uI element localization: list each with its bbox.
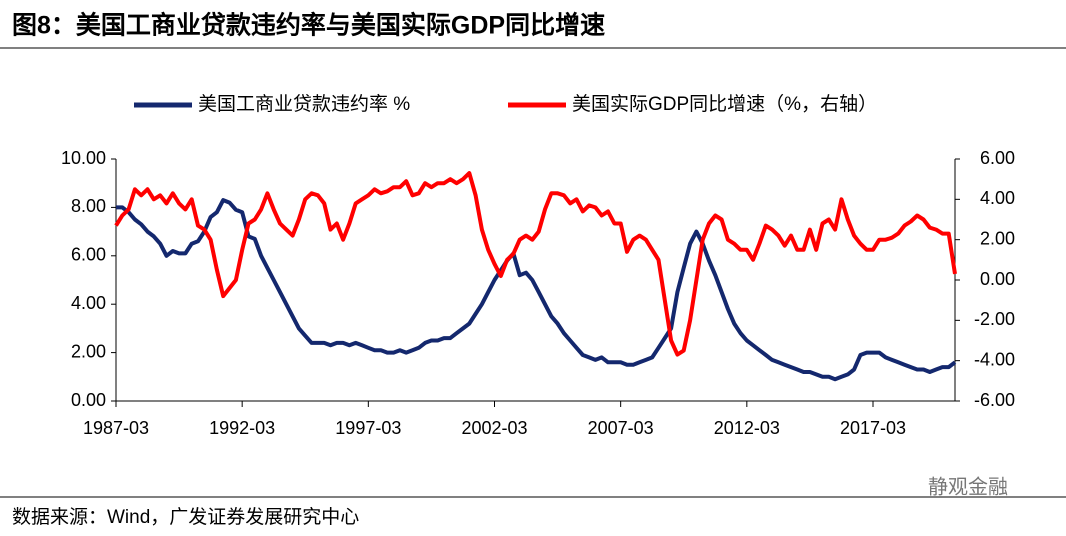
- x-tick-label: 1992-03: [209, 418, 275, 438]
- source: 数据来源：Wind，广发证券发展研究中心: [12, 506, 359, 528]
- x-tick-label: 1997-03: [335, 418, 401, 438]
- y2-tick-label: -6.00: [974, 390, 1015, 410]
- y2-tick-label: 2.00: [980, 228, 1015, 248]
- y-tick-label: 4.00: [71, 293, 106, 313]
- y2-tick-label: -2.00: [974, 309, 1015, 329]
- x-tick-label: 1987-03: [83, 418, 149, 438]
- y2-tick-label: -4.00: [974, 349, 1015, 369]
- chart-title: 图8：美国工商业贷款违约率与美国实际GDP同比增速: [12, 11, 605, 40]
- y-tick-label: 8.00: [71, 196, 106, 216]
- x-tick-label: 2017-03: [840, 418, 906, 438]
- y2-tick-label: 6.00: [980, 148, 1015, 168]
- x-tick-label: 2012-03: [714, 418, 780, 438]
- y2-tick-label: 0.00: [980, 269, 1015, 289]
- series-line: [116, 198, 957, 382]
- watermark: 静观金融: [928, 475, 1008, 498]
- legend-label: 美国工商业贷款违约率 %: [198, 93, 410, 115]
- series-line: [114, 171, 957, 357]
- y-tick-label: 0.00: [71, 390, 106, 410]
- y-tick-label: 10.00: [61, 148, 106, 168]
- x-tick-label: 2007-03: [588, 418, 654, 438]
- y2-tick-label: 4.00: [980, 188, 1015, 208]
- y-tick-label: 2.00: [71, 341, 106, 361]
- x-tick-label: 2002-03: [461, 418, 527, 438]
- y-tick-label: 6.00: [71, 245, 106, 265]
- legend-label: 美国实际GDP同比增速（%，右轴）: [572, 93, 877, 115]
